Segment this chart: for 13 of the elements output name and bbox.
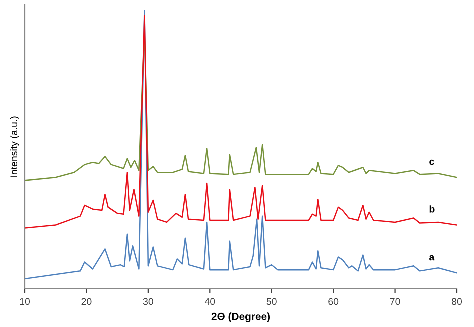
x-axis-title: 2Θ (Degree) [212, 312, 270, 322]
series-label: b [430, 206, 435, 213]
x-tick-label: 50 [266, 298, 277, 306]
y-axis-title: Intensity (a.u.) [10, 116, 20, 177]
x-tick-label: 70 [390, 298, 400, 306]
x-tick-label: 20 [82, 298, 92, 306]
x-tick-label: 60 [328, 298, 339, 306]
x-tick-label: 80 [452, 298, 462, 306]
x-tick-label: 10 [20, 298, 30, 306]
series-label: a [430, 255, 435, 261]
x-tick-label: 40 [204, 298, 216, 306]
x-tick-label: 30 [143, 298, 154, 306]
series-label: c [430, 160, 434, 166]
